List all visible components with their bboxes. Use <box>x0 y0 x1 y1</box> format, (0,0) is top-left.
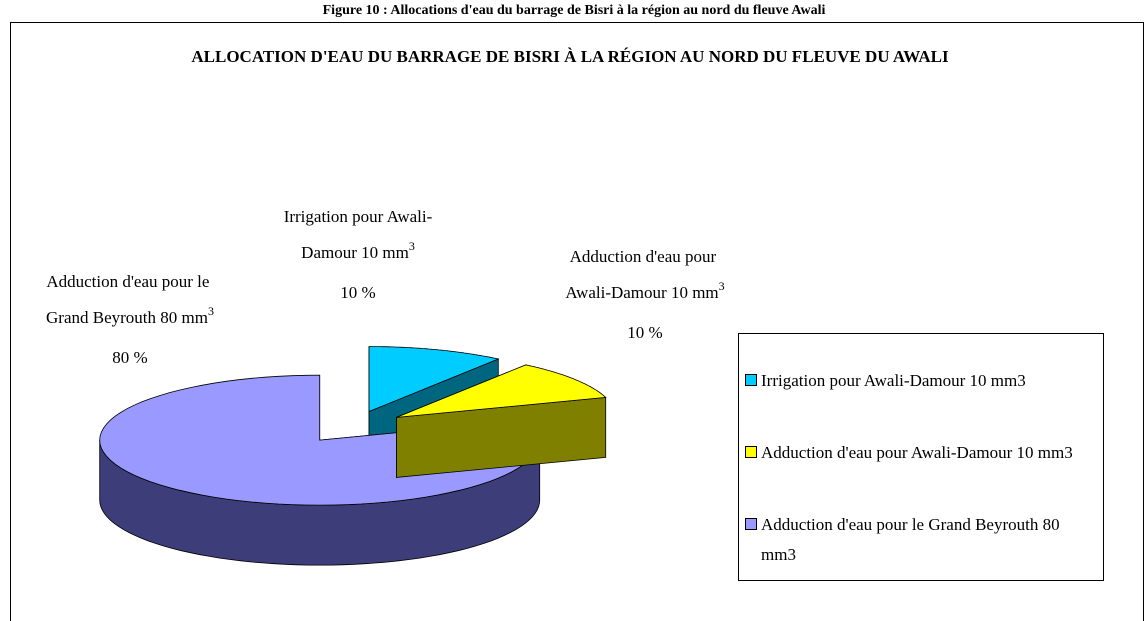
data-value-label: 80 % <box>112 348 147 367</box>
chart-title: ALLOCATION D'EAU DU BARRAGE DE BISRI À L… <box>191 47 949 66</box>
data-label: Irrigation pour Awali-Damour 10 mm3 <box>284 207 433 262</box>
data-label: Adduction d'eau pour Awali-Damour 10 mm3 <box>565 247 724 302</box>
slice <box>368 346 500 413</box>
legend-box <box>738 333 1104 581</box>
legend-entry: Irrigation pour Awali-Damour 10 mm3 <box>761 371 1026 390</box>
legend-entry: Adduction d'eau pour Awali-Damour 10 mm3 <box>761 443 1073 462</box>
legend-swatch <box>745 446 757 458</box>
legend-swatch <box>745 374 757 386</box>
legend-swatch <box>745 518 757 530</box>
legend-entry: Adduction d'eau pour le Grand Beyrouth 8… <box>761 515 1064 564</box>
data-label: Adduction d'eau pour le Grand Beyrouth 8… <box>46 272 214 327</box>
slice <box>396 364 607 418</box>
data-value-label: 10 % <box>340 283 375 302</box>
data-value-label: 10 % <box>627 323 662 342</box>
figure-caption: Figure 10 : Allocations d'eau du barrage… <box>323 3 826 18</box>
